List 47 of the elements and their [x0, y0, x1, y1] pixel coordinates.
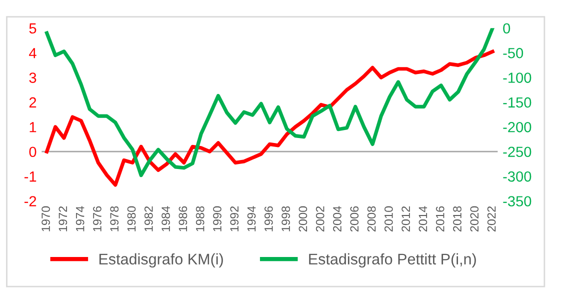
x-tick-label: 1994	[247, 206, 256, 232]
x-tick-label: 2018	[453, 206, 462, 232]
y2-tick-label: 0	[503, 23, 510, 34]
x-tick-label: 1996	[264, 206, 273, 232]
x-tick-label: 2022	[487, 206, 496, 232]
y2-tick-label: -300	[503, 171, 532, 182]
y-tick-label: -2	[24, 196, 36, 206]
x-tick-label: 2016	[436, 206, 444, 232]
y-tick-label: 3	[29, 72, 36, 83]
y2-tick-label: -50	[503, 48, 524, 58]
x-tick-label: 1976	[93, 206, 102, 232]
y2-tick-label: -150	[503, 97, 532, 108]
y-tick-label: 0	[29, 146, 36, 158]
x-tick-label: 1984	[162, 206, 170, 232]
x-tick-label: 1998	[282, 206, 290, 232]
x-tick-label: 1978	[110, 206, 119, 232]
x-tick-label: 1988	[196, 206, 204, 232]
x-tick-label: 2002	[316, 206, 324, 232]
y2-tick-label: -350	[503, 196, 532, 206]
y2-tick-label: -100	[503, 72, 532, 83]
x-tick-label: 2008	[367, 206, 376, 232]
y-tick-label: 4	[29, 48, 36, 58]
x-tick-label: 2006	[350, 206, 359, 232]
line-series	[45, 28, 494, 178]
y-tick-label: -1	[24, 172, 36, 182]
x-tick-label: 1972	[58, 206, 68, 232]
y2-tick-label: -200	[503, 122, 532, 132]
x-tick-label: 2014	[418, 206, 428, 232]
x-tick-label: 1992	[230, 206, 239, 232]
x-tick-label: 2012	[402, 206, 410, 232]
x-tick-label: 1982	[144, 206, 153, 232]
legend-label: Estadisgrafo Pettitt P(i,n)	[309, 253, 476, 268]
y-tick-label: 2	[29, 97, 36, 108]
x-tick-label: 2000	[298, 206, 308, 232]
y-tick-label: 1	[30, 122, 36, 132]
x-tick-label: 2020	[470, 206, 479, 232]
x-tick-label: 1980	[127, 206, 136, 232]
x-tick-label: 2004	[333, 206, 342, 232]
x-tick-label: 1974	[76, 206, 84, 232]
legend-label: Estadisgrafo KM(i)	[99, 253, 223, 268]
line-series	[45, 50, 494, 187]
x-tick-label: 1986	[178, 206, 188, 232]
x-tick-label: 1970	[42, 206, 50, 232]
x-tick-label: 1990	[213, 206, 222, 232]
x-tick-label: 2010	[384, 206, 393, 232]
y2-tick-label: -250	[503, 146, 532, 158]
y-tick-label: 5	[29, 23, 36, 34]
